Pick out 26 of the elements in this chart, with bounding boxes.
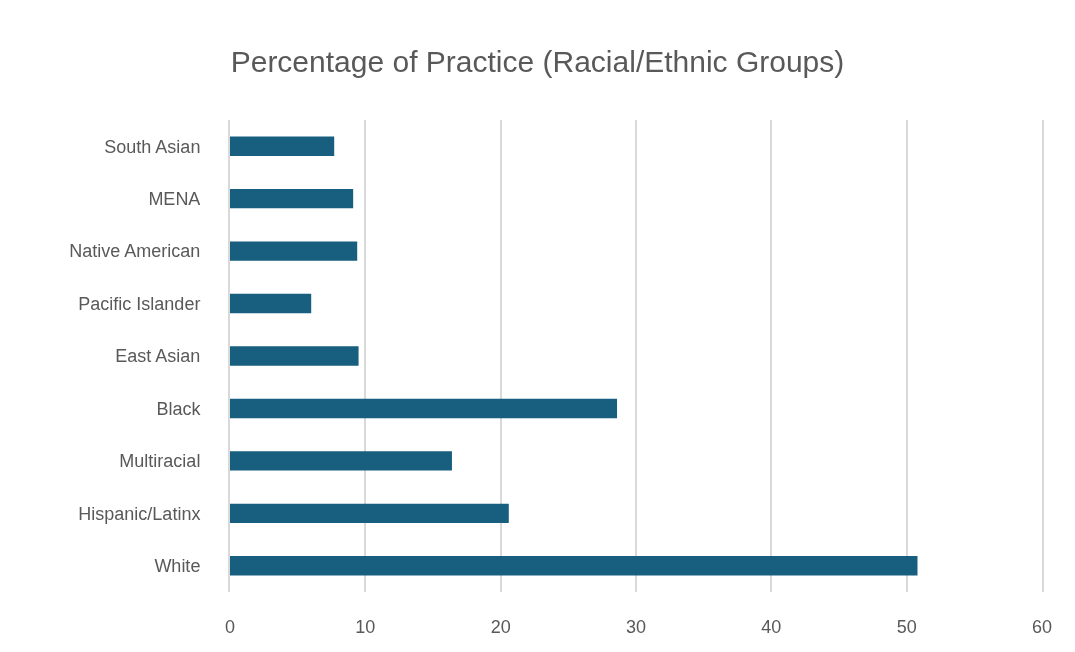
bar — [230, 241, 358, 261]
y-tick-label: Native American — [69, 241, 201, 262]
y-tick-label: Pacific Islander — [78, 293, 201, 314]
y-tick-label: White — [154, 556, 201, 577]
y-tick-label: South Asian — [104, 136, 201, 157]
x-tick-label: 10 — [355, 617, 376, 637]
x-tick-label: 20 — [490, 617, 511, 637]
chart-title: Percentage of Practice (Racial/Ethnic Groups) — [230, 45, 845, 79]
bar — [230, 346, 359, 366]
bar — [230, 293, 312, 314]
y-tick-label: MENA — [148, 188, 201, 209]
bar — [230, 556, 918, 576]
y-tick-label: Multiracial — [119, 451, 201, 472]
bar — [230, 503, 509, 524]
x-tick-label: 40 — [761, 617, 782, 637]
bar — [230, 188, 354, 209]
x-tick-label: 60 — [1031, 617, 1053, 637]
bar — [230, 136, 335, 156]
y-tick-label: Black — [156, 398, 202, 419]
y-tick-label: East Asian — [115, 346, 201, 367]
x-tick-label: 30 — [625, 617, 647, 637]
x-tick-label: 50 — [896, 617, 917, 637]
y-tick-label: Hispanic/Latinx — [78, 503, 201, 524]
x-tick-label: 0 — [224, 617, 236, 637]
bar — [230, 451, 452, 471]
bar — [230, 398, 618, 419]
